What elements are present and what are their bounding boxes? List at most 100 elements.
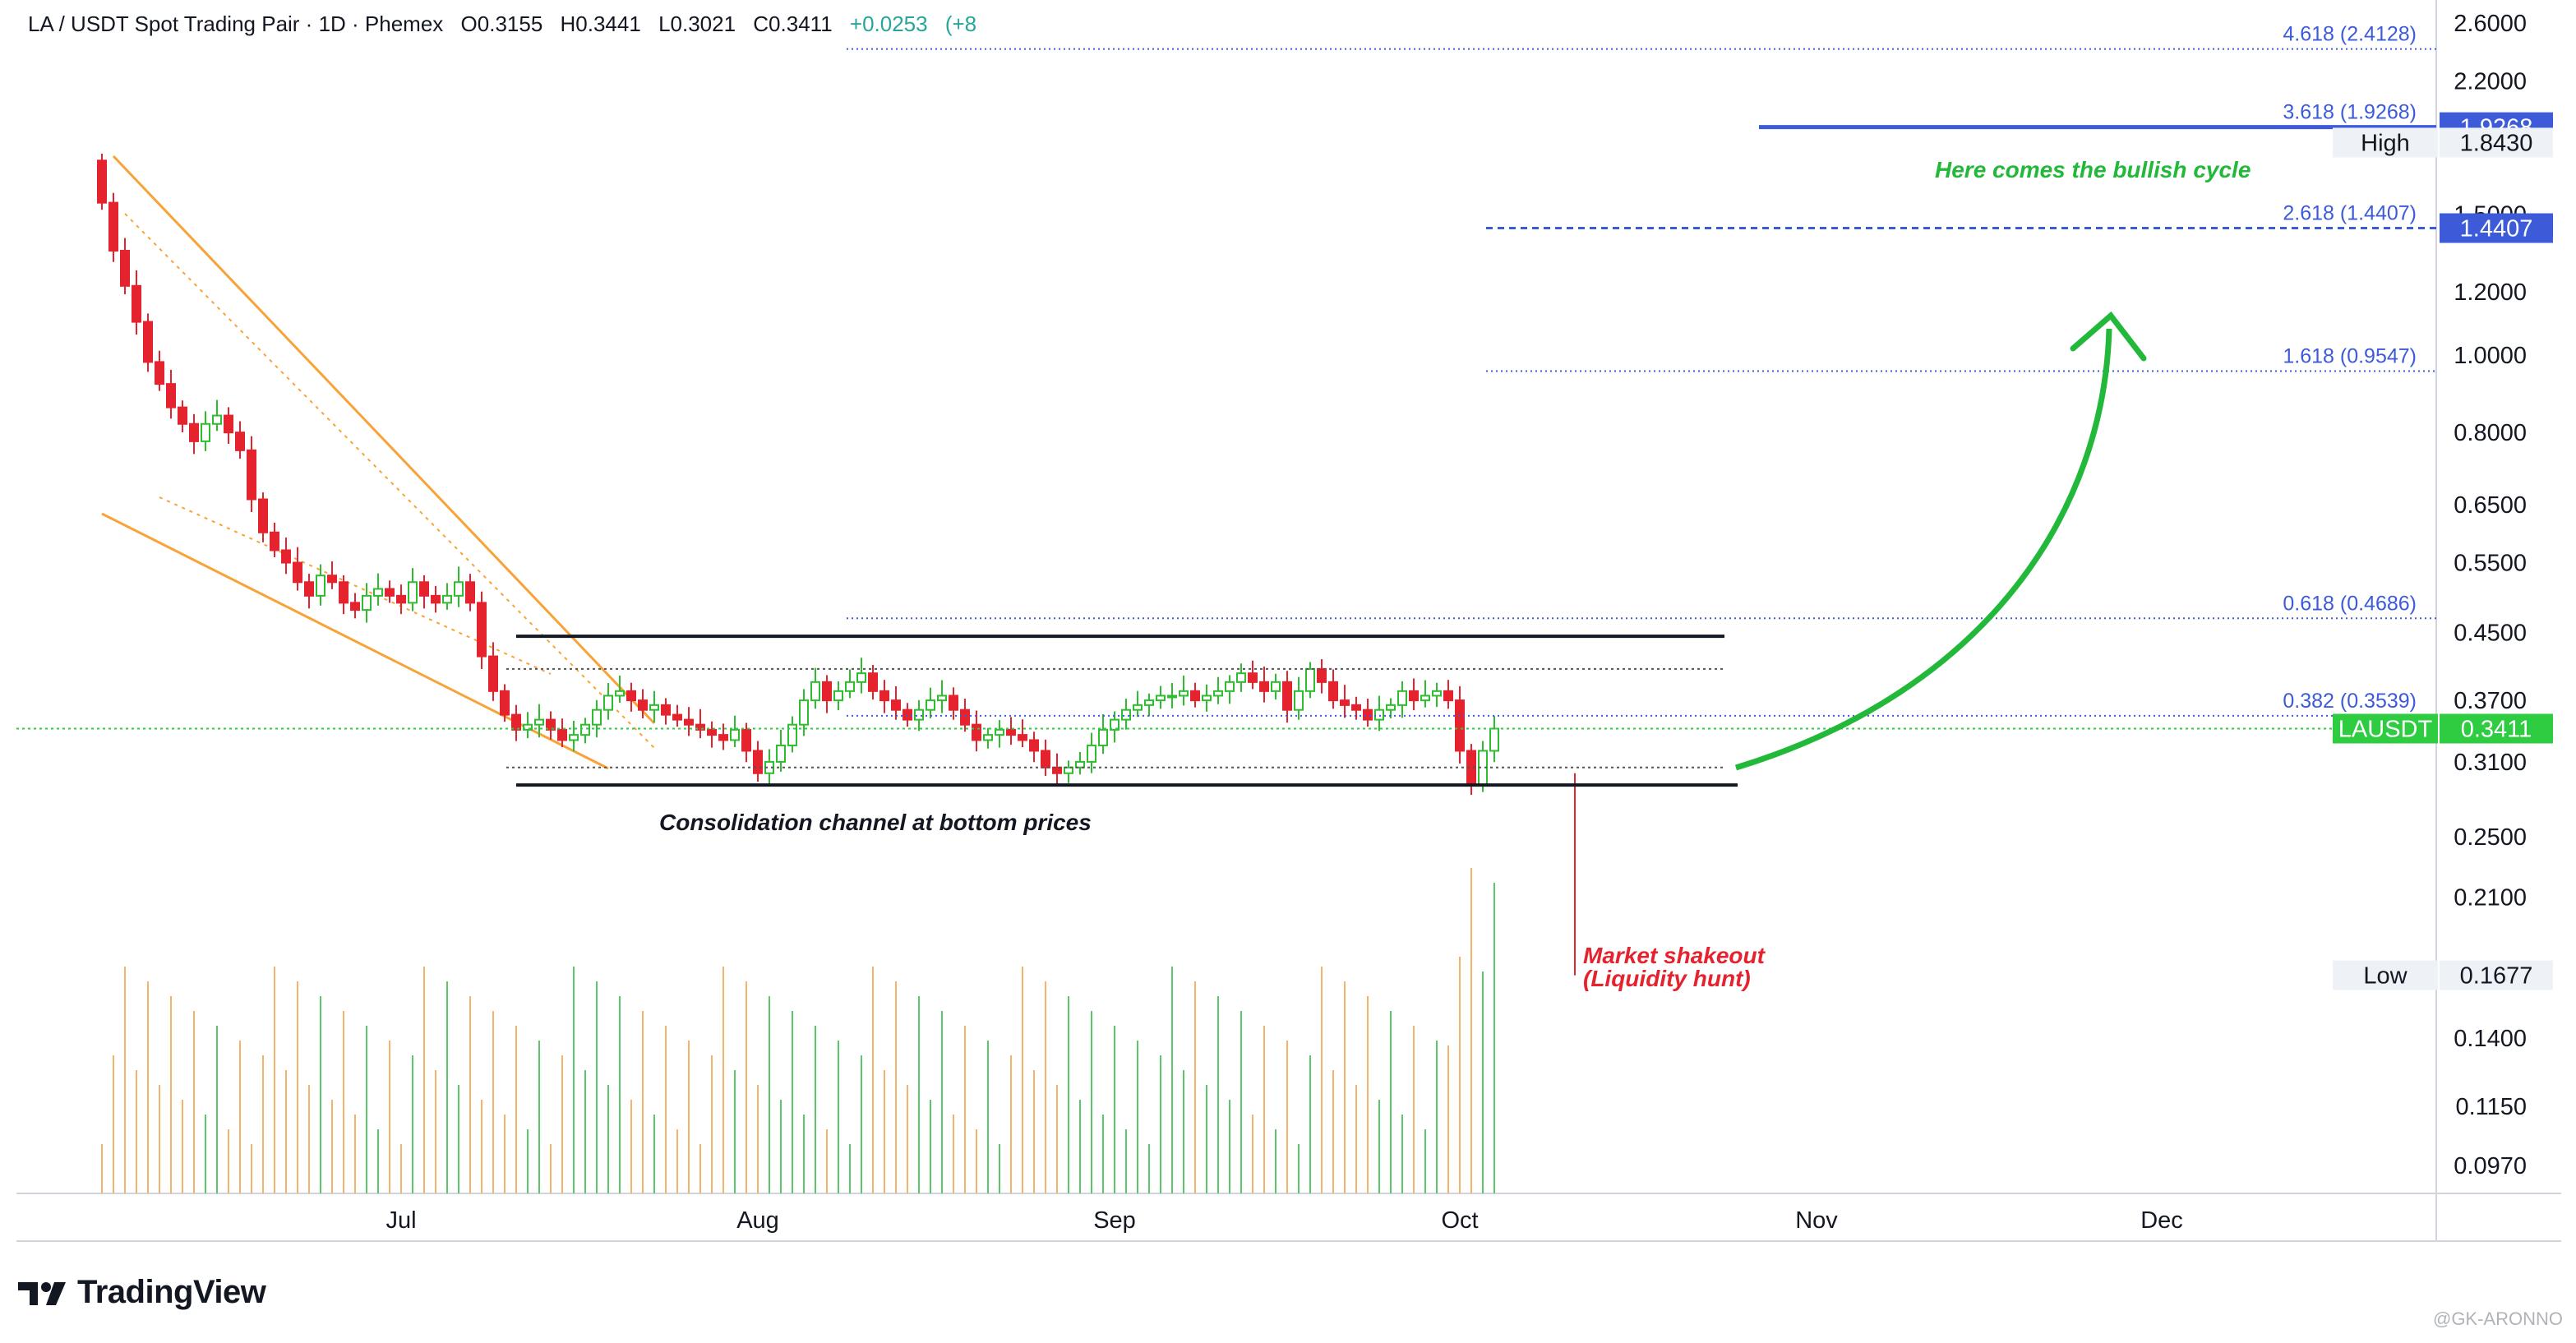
candle-body [431, 594, 441, 604]
candle-body [534, 718, 544, 726]
candle-body [1397, 690, 1407, 706]
wedge-inner-lower [159, 496, 552, 675]
candle-body [1236, 672, 1246, 683]
candle-body [972, 723, 981, 741]
candle-body [684, 718, 694, 726]
candle-body [661, 704, 671, 716]
candlesticks [97, 153, 1576, 976]
fib-label: 3.618 (1.9268) [2283, 101, 2417, 124]
annotation-liquidity: (Liquidity hunt) [1583, 966, 1751, 991]
symbol-label[interactable]: LA / USDT Spot Trading Pair · 1D · Pheme… [28, 12, 444, 36]
chart-frame [16, 0, 2561, 1242]
candle-body [454, 581, 464, 597]
time-tick-label: Jul [385, 1207, 416, 1234]
candle-body [304, 581, 314, 597]
candle-body [1098, 728, 1108, 746]
candle-body [557, 728, 567, 741]
price-tag-text: 0.3411 [2461, 716, 2532, 742]
candle-body [891, 699, 901, 711]
candle-body [1282, 681, 1292, 711]
candle-body [500, 690, 510, 716]
author-watermark: @GK-ARONNO [2432, 1308, 2563, 1329]
candle-body [281, 549, 291, 564]
time-tick-label: Aug [736, 1207, 779, 1234]
price-tick-label: 2.6000 [2454, 11, 2527, 37]
candle-body [465, 581, 475, 604]
price-tick-label: 1.2000 [2454, 279, 2527, 306]
candle-body [1328, 681, 1338, 702]
candle-body [753, 750, 763, 774]
price-tag-bg [2440, 713, 2553, 744]
candle-body [868, 672, 878, 692]
candle-body [1374, 708, 1384, 721]
time-tick-label: Nov [1795, 1207, 1838, 1234]
price-tick-label: 0.1150 [2455, 1094, 2527, 1120]
candle-body [1317, 667, 1327, 683]
price-tick-label: 0.4500 [2454, 620, 2527, 646]
candle-body [442, 594, 452, 604]
candle-body [1455, 699, 1465, 752]
candle-body [1087, 744, 1096, 763]
fib-label: 4.618 (2.4128) [2283, 23, 2417, 46]
annotation-bullish: Here comes the bullish cycle [1935, 157, 2251, 182]
wedge-upper-line [112, 155, 656, 725]
candle-body [833, 690, 843, 702]
low-value: L0.3021 [658, 12, 736, 36]
price-tag-text: Low [2363, 963, 2407, 990]
candle-body [143, 321, 153, 363]
candle-body [638, 699, 648, 711]
time-tick-label: Sep [1093, 1207, 1136, 1234]
candle-body [258, 498, 268, 533]
time-tick-label: Oct [1441, 1207, 1478, 1234]
close-value: C0.3411 [753, 12, 833, 36]
candle-body [569, 734, 579, 741]
candle-body [1305, 667, 1315, 692]
candle-body [822, 681, 832, 702]
candle-body [1029, 739, 1039, 752]
high-value: H0.3441 [560, 12, 641, 36]
fib-label: 1.618 (0.9547) [2283, 344, 2417, 367]
annotation-consolidation: Consolidation channel at bottom prices [659, 810, 1092, 835]
price-tick-label: 2.2000 [2454, 69, 2527, 95]
candle-body [270, 531, 279, 552]
candle-body [787, 723, 797, 746]
candle-body [523, 723, 533, 731]
price-tick-label: 0.3700 [2454, 688, 2527, 714]
candle-body [316, 575, 325, 597]
price-tag-text: 0.1677 [2460, 963, 2533, 990]
candle-body [1294, 690, 1304, 711]
candle-body [1432, 690, 1442, 697]
candle-body [672, 713, 682, 721]
bullish-arrow-curve [1734, 328, 2112, 771]
tradingview-logo[interactable]: TradingView [18, 1274, 266, 1311]
candle-body [235, 432, 245, 451]
candle-body [914, 708, 924, 721]
candle-body [1064, 766, 1073, 774]
candle-body [845, 681, 855, 692]
candle-body [385, 588, 395, 597]
candle-body [1259, 681, 1269, 692]
price-tag-text: High [2361, 130, 2410, 156]
candle-body [1409, 690, 1419, 702]
price-tick-label: 0.0970 [2454, 1153, 2527, 1179]
candle-body [120, 250, 130, 287]
candle-body [1351, 704, 1361, 711]
candle-body [903, 708, 912, 721]
candle-body [212, 414, 222, 425]
candle-body [1179, 690, 1189, 697]
candle-body [396, 594, 406, 604]
price-axis: 2.60002.20001.50001.20001.00000.80000.65… [2333, 11, 2553, 1179]
candle-body [695, 723, 705, 731]
price-tick-label: 1.0000 [2454, 343, 2527, 369]
candle-body [1167, 695, 1177, 699]
candle-body [799, 699, 809, 726]
price-tick-label: 0.8000 [2454, 420, 2527, 446]
candle-body [1202, 695, 1212, 702]
candle-body [201, 422, 210, 442]
price-tick-label: 0.5500 [2454, 551, 2527, 577]
fib-levels: 4.618 (2.4128) 3.618 (1.9268) 2.618 (1.440… [16, 23, 2436, 787]
candle-body [224, 414, 233, 434]
time-tick-label: Dec [2140, 1207, 2183, 1234]
candle-body [983, 734, 993, 741]
